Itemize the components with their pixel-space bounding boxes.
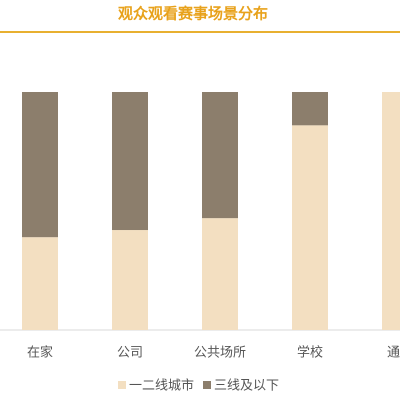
bar-segment xyxy=(382,92,400,330)
x-tick-label: 公司 xyxy=(117,346,143,361)
x-tick-label: 通勤 xyxy=(387,346,400,361)
bar-segment xyxy=(112,92,148,231)
bar-segment xyxy=(292,92,328,126)
legend-label: 一二线城市 xyxy=(129,378,194,394)
bar-segment xyxy=(22,237,58,330)
bar-segment xyxy=(112,230,148,330)
legend-label: 三线及以下 xyxy=(214,379,279,394)
bar-segment xyxy=(292,125,328,330)
x-tick-label: 在家 xyxy=(27,345,53,361)
bar-segment xyxy=(202,92,238,219)
legend-swatch xyxy=(118,381,126,389)
bar-segment xyxy=(22,92,58,238)
chart-title: 观众观看赛事场景分布 xyxy=(118,5,268,23)
bar-segment xyxy=(202,218,238,330)
legend-swatch xyxy=(203,381,211,389)
x-tick-label: 学校 xyxy=(297,345,323,361)
x-tick-label: 公共场所 xyxy=(194,346,246,361)
